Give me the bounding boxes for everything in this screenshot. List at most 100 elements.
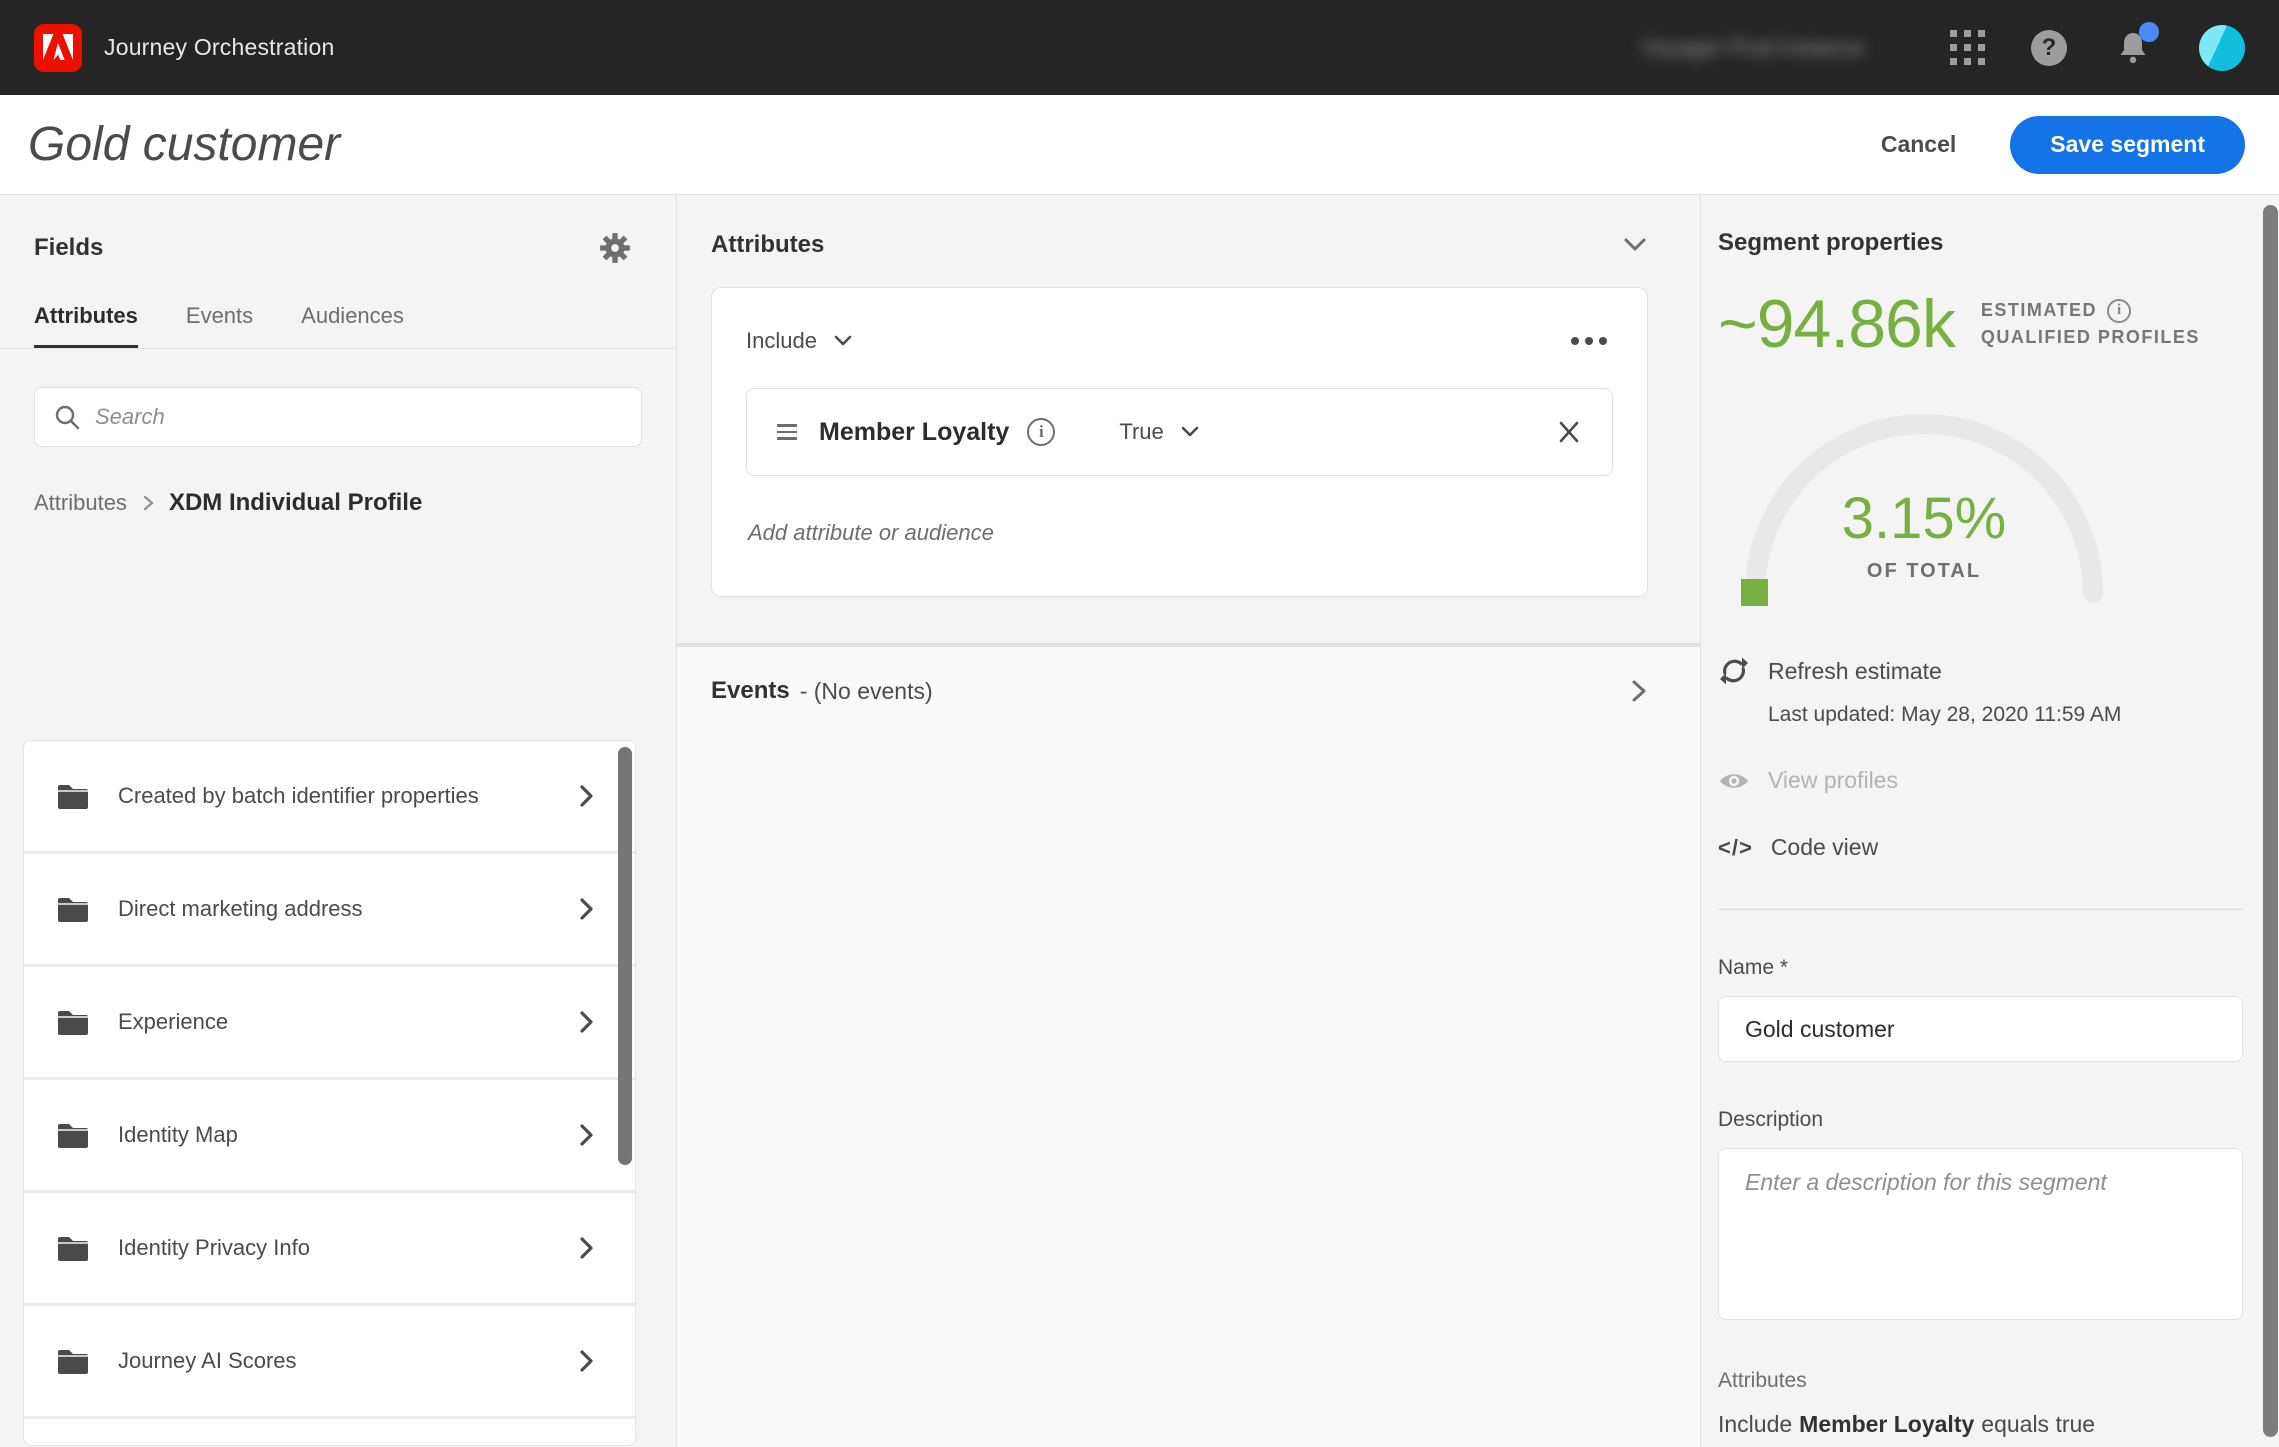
condition-attribute-name: Member Loyalty [819, 417, 1010, 446]
summary-attribute-name: Member Loyalty [1799, 1411, 1975, 1437]
folder-row-optinout[interactable]: OptInOut [24, 1419, 635, 1445]
info-icon[interactable]: i [1027, 418, 1056, 446]
folder-icon [56, 1008, 90, 1036]
drag-handle-icon[interactable] [777, 424, 797, 440]
include-dropdown[interactable]: Include [746, 328, 817, 353]
estimated-profiles-value: ~94.86k [1718, 286, 1956, 362]
refresh-icon [1718, 655, 1750, 687]
summary-attributes-label: Attributes [1718, 1369, 1807, 1392]
chevron-right-icon [577, 896, 595, 922]
help-icon[interactable]: ? [2031, 29, 2067, 66]
user-avatar[interactable] [2199, 24, 2245, 71]
add-attribute-dropzone[interactable]: Add attribute or audience [748, 520, 994, 545]
chevron-right-icon [577, 1009, 595, 1035]
search-box [34, 387, 642, 447]
info-icon[interactable]: i [2107, 298, 2132, 323]
save-segment-button[interactable]: Save segment [2010, 115, 2245, 174]
chevron-right-icon [577, 1122, 595, 1148]
segment-canvas: Attributes Include Me [677, 195, 1700, 1447]
search-icon [53, 403, 81, 431]
folder-label: Created by batch identifier properties [118, 783, 479, 808]
folder-label: Identity Map [118, 1122, 238, 1147]
divider [1718, 909, 2243, 910]
description-label: Description [1718, 1108, 1824, 1131]
percent-of-total-value: 3.15% [1841, 486, 2007, 551]
folder-row-identity-map[interactable]: Identity Map [24, 1080, 635, 1190]
folder-label: Direct marketing address [118, 896, 363, 921]
gauge-progress-marker [1741, 579, 1768, 606]
collapse-attributes-icon[interactable] [1622, 236, 1648, 254]
tab-attributes[interactable]: Attributes [34, 303, 138, 348]
include-container: Include Member Loyalty i True [711, 287, 1648, 597]
instance-label: Voyager Prod Instance [1641, 34, 1864, 60]
app-switcher-icon[interactable] [1950, 30, 1985, 65]
events-section-title: Events [711, 677, 790, 704]
chevron-down-icon [1180, 425, 1200, 439]
estimated-label: ESTIMATED [1980, 300, 2098, 320]
estimated-profiles-caption: ESTIMATED i QUALIFIED PROFILES [1981, 297, 2200, 351]
folder-row-experience[interactable]: Experience [24, 967, 635, 1077]
folder-icon [56, 1347, 90, 1375]
summary-suffix: equals true [1981, 1411, 2096, 1437]
expand-events-icon[interactable] [1630, 677, 1648, 705]
title-bar: Gold customer Cancel Save segment [0, 95, 2279, 195]
search-input[interactable] [95, 404, 623, 430]
notification-badge [2139, 21, 2159, 42]
last-updated-note: Last updated: May 28, 2020 11:59 AM [1768, 703, 2122, 726]
code-view-button[interactable]: </> Code view [1718, 834, 2243, 861]
page-title: Gold customer [28, 118, 341, 171]
chevron-right-icon [577, 783, 595, 809]
notifications-bell-icon[interactable] [2113, 21, 2159, 68]
folder-icon [56, 1234, 90, 1262]
breadcrumb-separator-icon [141, 494, 155, 512]
adobe-logo-icon[interactable] [34, 23, 82, 72]
view-profiles-button[interactable]: View profiles [1718, 767, 2243, 794]
attributes-section-title: Attributes [711, 231, 825, 258]
chevron-right-icon [577, 1348, 595, 1374]
tab-audiences[interactable]: Audiences [301, 303, 404, 328]
segment-summary: Include Member Loyalty equals true [1718, 1411, 2243, 1438]
attributes-section: Attributes Include Me [677, 195, 1700, 647]
folder-row-identity-privacy[interactable]: Identity Privacy Info [24, 1193, 635, 1303]
properties-title: Segment properties [1718, 229, 1944, 256]
folder-icon [56, 1121, 90, 1149]
qualified-profiles-label: QUALIFIED PROFILES [1980, 327, 2200, 347]
events-section: Events - (No events) [677, 647, 1700, 705]
tab-events[interactable]: Events [185, 303, 254, 328]
app-title: Journey Orchestration [104, 34, 335, 60]
folder-row-created-by-batch[interactable]: Created by batch identifier properties [24, 741, 635, 851]
segment-name-input[interactable] [1718, 996, 2243, 1062]
breadcrumb: Attributes XDM Individual Profile [0, 489, 676, 517]
code-icon: </> [1718, 834, 1753, 860]
fields-panel: Fields [0, 195, 677, 1447]
folder-icon [56, 895, 90, 923]
more-options-icon[interactable] [1565, 331, 1613, 351]
condition-value-dropdown[interactable]: True [1119, 419, 1164, 444]
folder-row-direct-marketing[interactable]: Direct marketing address [24, 854, 635, 964]
fields-panel-title: Fields [34, 234, 104, 261]
fields-tabs: Attributes Events Audiences [0, 303, 676, 349]
segment-description-input[interactable] [1718, 1148, 2243, 1320]
cancel-button[interactable]: Cancel [1880, 131, 1957, 157]
chevron-right-icon [577, 1235, 595, 1261]
condition-row-member-loyalty[interactable]: Member Loyalty i True [746, 388, 1613, 476]
view-profiles-label: View profiles [1768, 767, 1898, 793]
gear-icon[interactable] [598, 231, 632, 265]
folder-list-scrollbar[interactable] [618, 747, 632, 1165]
breadcrumb-current: XDM Individual Profile [168, 489, 423, 516]
summary-prefix: Include [1718, 1411, 1793, 1437]
percent-of-total-caption: OF TOTAL [1866, 560, 1982, 582]
folder-icon [56, 782, 90, 810]
top-bar: Journey Orchestration Voyager Prod Insta… [0, 0, 2279, 95]
name-label: Name * [1718, 956, 1789, 979]
refresh-estimate-button[interactable]: Refresh estimate [1718, 655, 2243, 687]
eye-icon [1718, 770, 1750, 792]
folder-label: Experience [118, 1009, 229, 1034]
properties-panel-scrollbar[interactable] [2263, 205, 2278, 1437]
remove-condition-icon[interactable] [1556, 419, 1582, 445]
folder-row-journey-ai[interactable]: Journey AI Scores [24, 1306, 635, 1416]
breadcrumb-root[interactable]: Attributes [34, 490, 127, 515]
events-status: - (No events) [799, 677, 933, 704]
folder-label: Journey AI Scores [118, 1348, 297, 1373]
code-view-label: Code view [1770, 834, 1879, 860]
